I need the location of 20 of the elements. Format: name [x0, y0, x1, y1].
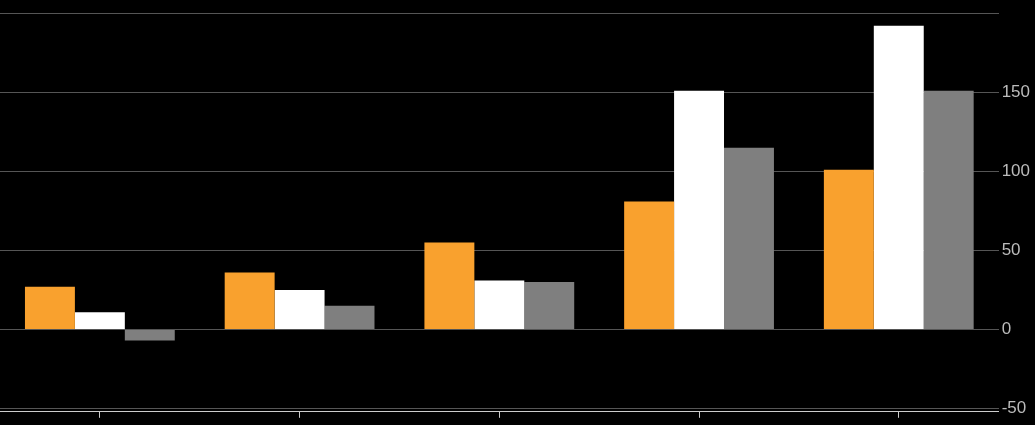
- bar: [224, 272, 275, 330]
- bar: [474, 280, 525, 330]
- bar: [124, 330, 175, 341]
- y-tick-label: 100: [1001, 161, 1031, 181]
- y-tick-label: -50: [1001, 398, 1027, 418]
- bar: [724, 147, 774, 330]
- bar: [873, 25, 924, 330]
- bar: [274, 290, 325, 330]
- y-tick-label: 50: [1001, 240, 1021, 260]
- bar: [324, 305, 375, 330]
- bar: [24, 286, 75, 330]
- bar: [74, 312, 125, 330]
- bar: [674, 90, 725, 330]
- y-tick-label: 0: [1001, 319, 1012, 339]
- bar: [923, 90, 974, 330]
- bar: [624, 201, 675, 330]
- bar: [524, 282, 575, 330]
- bar: [424, 242, 475, 330]
- bar: [823, 169, 874, 330]
- y-tick-label: 150: [1001, 81, 1031, 101]
